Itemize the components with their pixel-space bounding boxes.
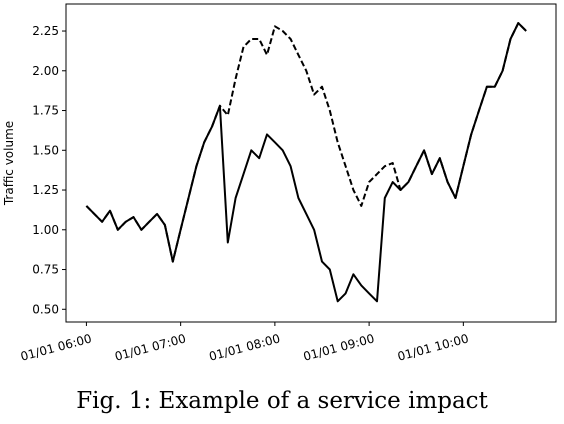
- series-layer: [85, 22, 527, 303]
- x-tick-label: 01/01 09:00: [302, 331, 376, 363]
- y-axis-label: Traffic volume: [2, 121, 16, 206]
- series-line-dashed: [85, 22, 527, 263]
- y-tick-label: 2.00: [32, 64, 59, 78]
- y-tick-label: 0.75: [32, 263, 59, 277]
- y-tick-label: 1.75: [32, 104, 59, 118]
- plot-frame: [65, 3, 557, 323]
- y-tick-label: 0.50: [32, 302, 59, 316]
- x-tick-label: 01/01 06:00: [19, 331, 93, 363]
- traffic-chart: 0.50 0.75 1.00 1.25 1.50 1.75 2.00 2.25 01/01 0…: [2, 3, 557, 364]
- x-tick-label: 01/01 10:00: [396, 331, 470, 363]
- x-tick-label: 01/01 08:00: [208, 331, 282, 363]
- y-axis: 0.50 0.75 1.00 1.25 1.50 1.75 2.00 2.25: [32, 24, 66, 316]
- x-tick-label: 01/01 07:00: [113, 331, 187, 363]
- y-tick-label: 2.25: [32, 24, 59, 38]
- y-tick-label: 1.50: [32, 143, 59, 157]
- series-line-solid: [85, 22, 527, 303]
- y-tick-label: 1.00: [32, 223, 59, 237]
- x-axis: 01/01 06:00 01/01 07:00 01/01 08:00 01/01 0…: [19, 322, 470, 364]
- y-tick-label: 1.25: [32, 183, 59, 197]
- figure-caption: Fig. 1: Example of a service impact: [76, 388, 488, 414]
